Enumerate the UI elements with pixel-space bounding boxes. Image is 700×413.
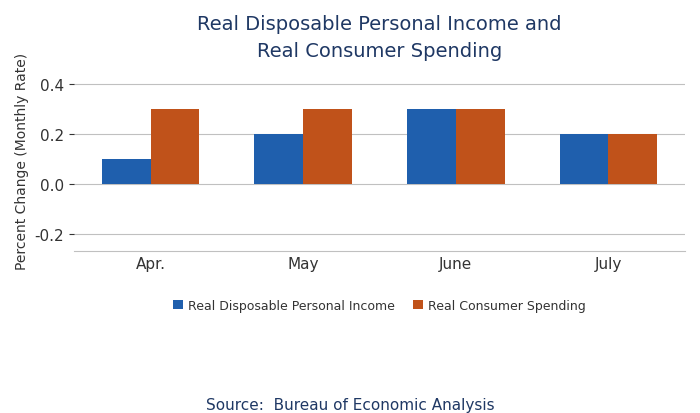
Bar xyxy=(150,110,200,185)
Y-axis label: Percent Change (Monthly Rate): Percent Change (Monthly Rate) xyxy=(15,52,29,269)
Legend: Real Disposable Personal Income, Real Consumer Spending: Real Disposable Personal Income, Real Co… xyxy=(168,294,591,317)
Bar xyxy=(608,135,657,185)
Bar xyxy=(456,110,505,185)
Bar xyxy=(303,110,352,185)
Text: Source:  Bureau of Economic Analysis: Source: Bureau of Economic Analysis xyxy=(206,397,494,412)
Title: Real Disposable Personal Income and
Real Consumer Spending: Real Disposable Personal Income and Real… xyxy=(197,15,561,60)
Bar xyxy=(559,135,608,185)
Bar xyxy=(407,110,456,185)
Bar xyxy=(102,160,150,185)
Bar xyxy=(254,135,303,185)
